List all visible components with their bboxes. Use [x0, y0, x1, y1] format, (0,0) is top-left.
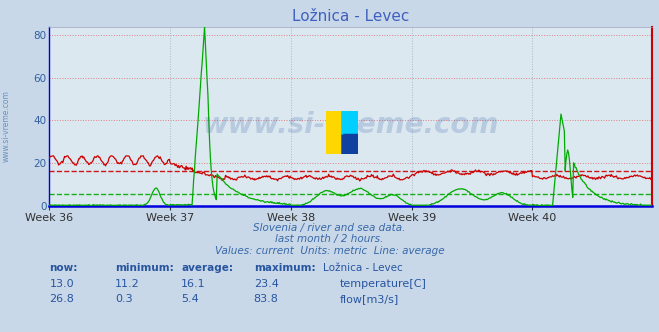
Text: 26.8: 26.8 — [49, 294, 74, 304]
Text: maximum:: maximum: — [254, 263, 316, 273]
Polygon shape — [342, 111, 358, 134]
Text: Ložnica - Levec: Ložnica - Levec — [323, 263, 403, 273]
Text: flow[m3/s]: flow[m3/s] — [340, 294, 399, 304]
Text: average:: average: — [181, 263, 233, 273]
Polygon shape — [342, 111, 358, 134]
Text: www.si-vreme.com: www.si-vreme.com — [203, 111, 499, 139]
Text: Slovenia / river and sea data.: Slovenia / river and sea data. — [253, 223, 406, 233]
Text: temperature[C]: temperature[C] — [340, 279, 427, 289]
Polygon shape — [342, 134, 358, 154]
Text: last month / 2 hours.: last month / 2 hours. — [275, 234, 384, 244]
Text: 83.8: 83.8 — [254, 294, 279, 304]
Polygon shape — [342, 134, 358, 154]
Text: now:: now: — [49, 263, 78, 273]
Text: www.si-vreme.com: www.si-vreme.com — [2, 90, 11, 162]
Text: 0.3: 0.3 — [115, 294, 133, 304]
Text: Values: current  Units: metric  Line: average: Values: current Units: metric Line: aver… — [215, 246, 444, 256]
Text: 13.0: 13.0 — [49, 279, 74, 289]
Text: 11.2: 11.2 — [115, 279, 140, 289]
Title: Ložnica - Levec: Ložnica - Levec — [292, 9, 410, 24]
Text: minimum:: minimum: — [115, 263, 174, 273]
Text: 23.4: 23.4 — [254, 279, 279, 289]
Text: 16.1: 16.1 — [181, 279, 206, 289]
Text: 5.4: 5.4 — [181, 294, 199, 304]
Polygon shape — [326, 111, 342, 154]
Polygon shape — [342, 111, 358, 134]
